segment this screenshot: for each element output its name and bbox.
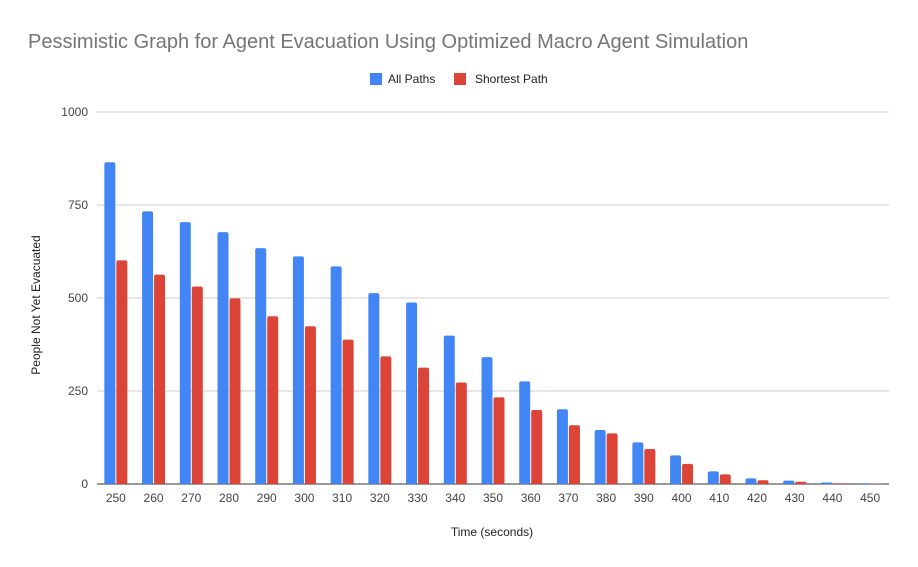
x-tick-label: 280 [219,491,239,505]
x-tick-label: 250 [106,491,126,505]
x-tick-label: 330 [408,491,428,505]
y-axis-label: People Not Yet Evacuated [29,235,43,374]
bar-shortest-path-290[interactable] [267,316,279,484]
legend: All Paths Shortest Path [370,72,548,86]
x-tick-label: 420 [747,491,767,505]
x-tick-label: 430 [785,491,805,505]
x-tick-label: 310 [332,491,352,505]
bar-all-paths-290[interactable] [255,248,267,484]
bar-shortest-path-440[interactable] [832,483,844,484]
bar-shortest-path-380[interactable] [606,433,618,484]
bar-shortest-path-300[interactable] [304,326,316,484]
bar-all-paths-370[interactable] [556,409,568,484]
x-tick-label: 440 [822,491,842,505]
bar-all-paths-320[interactable] [368,293,380,484]
x-tick-label: 360 [521,491,541,505]
x-tick-label: 450 [860,491,880,505]
bar-all-paths-270[interactable] [179,222,191,484]
bar-shortest-path-420[interactable] [757,480,769,484]
bar-shortest-path-410[interactable] [719,474,731,484]
y-tick-label: 0 [81,477,88,491]
x-tick-label: 410 [709,491,729,505]
bar-shortest-path-370[interactable] [568,425,580,484]
legend-swatch-shortest-path [454,73,466,85]
x-axis-label: Time (seconds) [451,525,533,539]
x-tick-label: 290 [257,491,277,505]
bar-shortest-path-350[interactable] [493,397,505,484]
x-tick-label: 400 [672,491,692,505]
y-tick-label: 500 [68,291,88,305]
y-tick-label: 250 [68,384,88,398]
bar-all-paths-330[interactable] [406,302,418,484]
bar-all-paths-410[interactable] [707,471,719,484]
bar-shortest-path-270[interactable] [191,286,203,484]
chart-title: Pessimistic Graph for Agent Evacuation U… [28,31,748,53]
bar-all-paths-250[interactable] [104,162,116,484]
x-tick-label: 340 [445,491,465,505]
bar-all-paths-430[interactable] [783,480,795,484]
x-tick-label: 320 [370,491,390,505]
bar-all-paths-350[interactable] [481,357,493,484]
x-tick-label: 270 [181,491,201,505]
bar-shortest-path-400[interactable] [682,463,694,484]
bar-all-paths-450[interactable] [858,483,870,484]
bar-shortest-path-310[interactable] [342,339,354,484]
legend-swatch-all-paths [370,73,382,85]
bar-shortest-path-430[interactable] [795,481,807,484]
bar-all-paths-280[interactable] [217,232,229,484]
bar-all-paths-340[interactable] [443,335,455,484]
y-tick-label: 750 [68,198,88,212]
bar-shortest-path-340[interactable] [455,382,467,484]
bar-all-paths-420[interactable] [745,478,757,484]
legend-label-all-paths: All Paths [388,72,435,86]
bar-shortest-path-390[interactable] [644,449,656,484]
bar-shortest-path-330[interactable] [418,367,430,484]
bar-all-paths-310[interactable] [330,266,342,484]
x-tick-label: 260 [144,491,164,505]
bar-all-paths-360[interactable] [519,381,531,484]
x-axis-ticks: 250 260 270 280 290 300 310 320 330 340 350 360 370 3… [106,491,881,505]
x-tick-label: 390 [634,491,654,505]
bar-all-paths-440[interactable] [820,482,832,484]
bar-all-paths-260[interactable] [142,211,154,484]
bar-all-paths-380[interactable] [594,430,606,484]
bar-shortest-path-260[interactable] [154,274,166,484]
bar-shortest-path-250[interactable] [116,260,128,484]
bar-shortest-path-320[interactable] [380,356,392,484]
x-tick-label: 350 [483,491,503,505]
y-tick-label: 1000 [61,105,88,119]
bar-shortest-path-280[interactable] [229,298,241,484]
x-tick-label: 370 [558,491,578,505]
bars [104,162,882,484]
gridlines [97,111,889,485]
y-axis-ticks: 0 250 500 750 1000 [61,105,88,491]
bar-shortest-path-360[interactable] [531,409,543,484]
legend-label-shortest-path: Shortest Path [475,72,548,86]
bar-all-paths-300[interactable] [292,256,304,484]
bar-all-paths-400[interactable] [670,455,682,484]
x-tick-label: 380 [596,491,616,505]
bar-all-paths-390[interactable] [632,442,644,484]
x-tick-label: 300 [294,491,314,505]
